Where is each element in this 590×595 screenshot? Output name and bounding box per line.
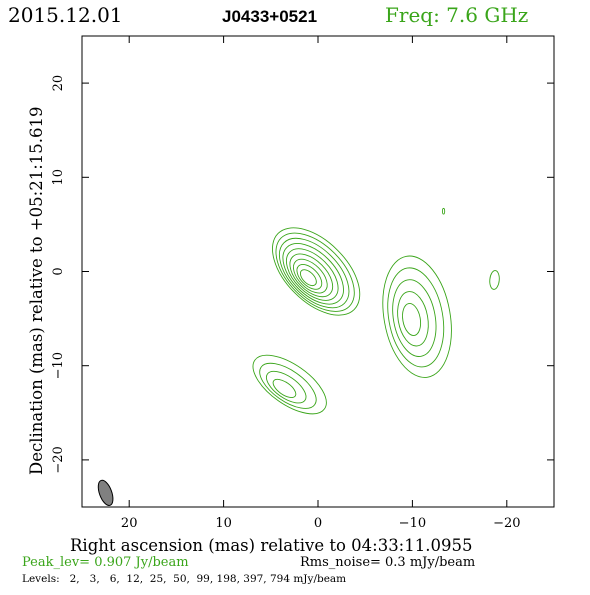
contour-line (402, 303, 422, 336)
beam-ellipse (97, 479, 114, 506)
contour-line (387, 267, 445, 368)
contour-line (397, 291, 429, 347)
contour-line (265, 370, 307, 404)
x-tick-label: −20 (493, 516, 520, 531)
contour-line (286, 248, 339, 301)
contour-line (275, 232, 355, 312)
y-tick-label: 0 (51, 267, 66, 275)
observation-date: 2015.12.01 (8, 3, 123, 27)
x-tick-label: 0 (314, 516, 322, 531)
contour-line (289, 253, 334, 298)
x-tick-label: −10 (399, 516, 426, 531)
contour-line (489, 270, 500, 290)
y-tick-label: 10 (51, 169, 66, 186)
contour-line (296, 264, 323, 290)
contour-line (392, 279, 437, 357)
axis-ticks (82, 36, 554, 507)
contour-line (299, 269, 317, 287)
contour-component-jet-south (252, 354, 327, 415)
contour-component-core (272, 227, 361, 316)
y-tick-label: −20 (51, 446, 66, 473)
x-tick-label: 10 (215, 516, 232, 531)
y-tick-label: 20 (51, 75, 66, 92)
contour-line (293, 258, 328, 294)
peak-level: Peak_lev= 0.907 Jy/beam (22, 555, 189, 570)
contour-line (282, 243, 344, 305)
rms-noise: Rms_noise= 0.3 mJy/beam (300, 555, 475, 570)
contour-line (279, 237, 350, 309)
x-tick-label: 20 (121, 516, 138, 531)
contour-levels: Levels: 2, 3, 6, 12, 25, 50, 99, 198, 39… (22, 573, 346, 585)
x-axis-label: Right ascension (mas) relative to 04:33:… (70, 536, 472, 555)
contour-components (252, 207, 500, 415)
contour-line (382, 255, 452, 378)
contour-component-blob-far-west (489, 270, 500, 290)
contour-line (252, 354, 327, 415)
plot-frame (81, 35, 555, 508)
axis-tick-labels: 20 10 0 −10 −20 20 10 0 −10 −20 (51, 75, 521, 531)
contour-line (272, 227, 361, 316)
y-tick-label: −10 (51, 352, 66, 379)
beam-ellipse-group (97, 479, 114, 506)
y-axis-label: Declination (mas) relative to +05:21:15.… (27, 106, 46, 475)
contour-component-jet-west (382, 255, 452, 378)
contour-line (441, 207, 446, 215)
contour-component-blob-north-west (441, 207, 446, 215)
frequency-label: Freq: 7.6 GHz (385, 3, 528, 27)
source-name: J0433+0521 (222, 7, 317, 26)
contour-line (259, 362, 317, 409)
contour-line (272, 378, 297, 398)
